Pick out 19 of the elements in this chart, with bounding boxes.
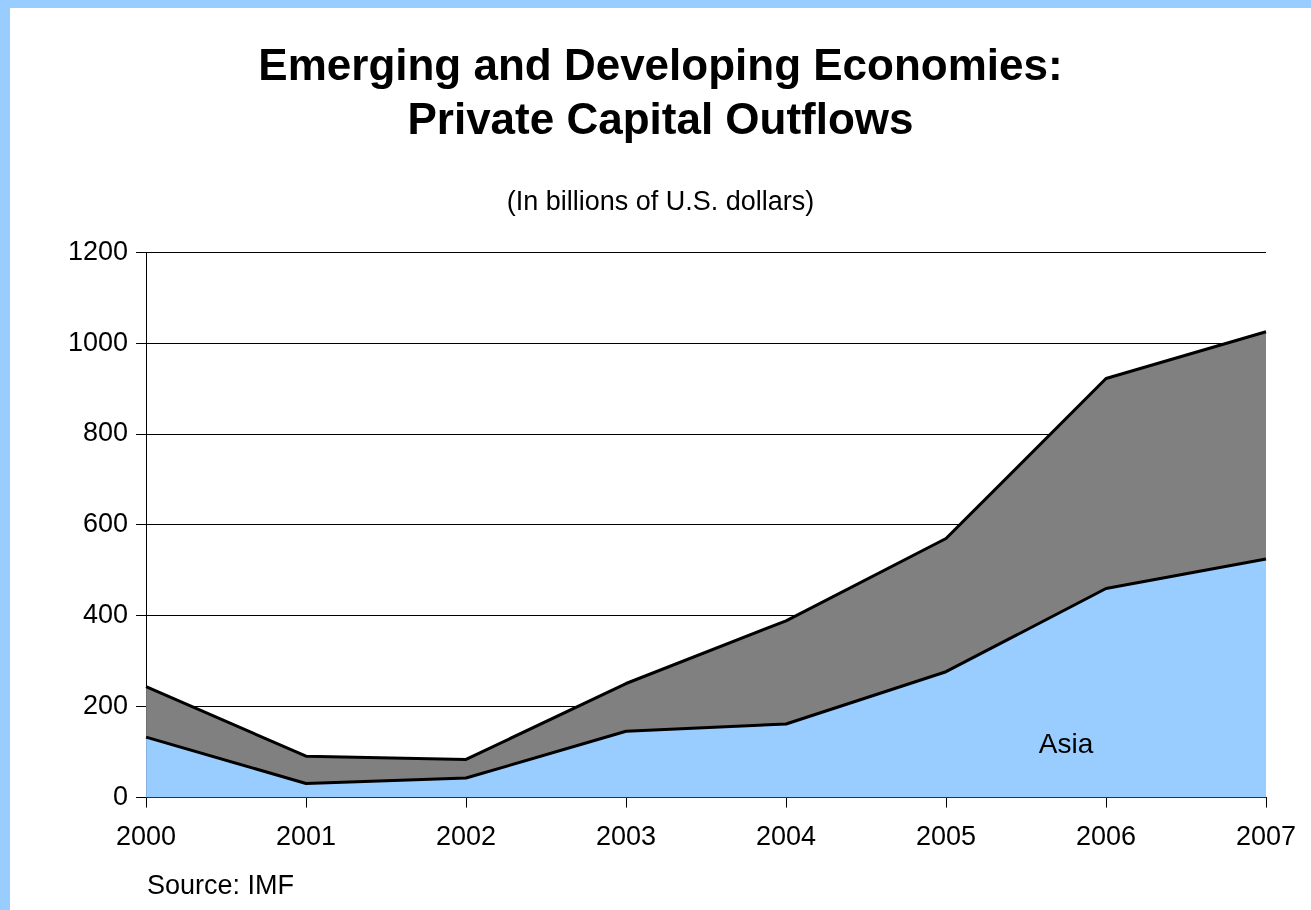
source-note: Source: IMF	[147, 870, 295, 901]
x-tick-label: 2002	[436, 821, 497, 852]
y-tick-label: 600	[83, 508, 129, 539]
chart-title: Emerging and Developing Economies: Private Capital Outflows	[257, 39, 1064, 145]
series-label: Asia	[1038, 728, 1094, 760]
y-tick-label: 400	[83, 599, 129, 630]
y-tick-label: 800	[83, 417, 129, 448]
y-tick-label: 1200	[67, 235, 129, 266]
x-tick-label: 2003	[596, 821, 657, 852]
x-tick-label: 2005	[915, 821, 977, 852]
y-tick-label: 200	[83, 690, 129, 721]
x-tick-label: 2000	[116, 821, 177, 852]
x-tick-label: 2006	[1075, 821, 1137, 852]
y-tick-label: 0	[113, 781, 129, 812]
x-tick-label: 2004	[755, 821, 817, 852]
chart-subtitle: (In billions of U.S. dollars)	[505, 186, 816, 217]
x-tick-label: 2001	[276, 821, 337, 852]
y-tick-label: 1000	[67, 326, 129, 357]
x-tick-label: 2007	[1235, 821, 1297, 852]
